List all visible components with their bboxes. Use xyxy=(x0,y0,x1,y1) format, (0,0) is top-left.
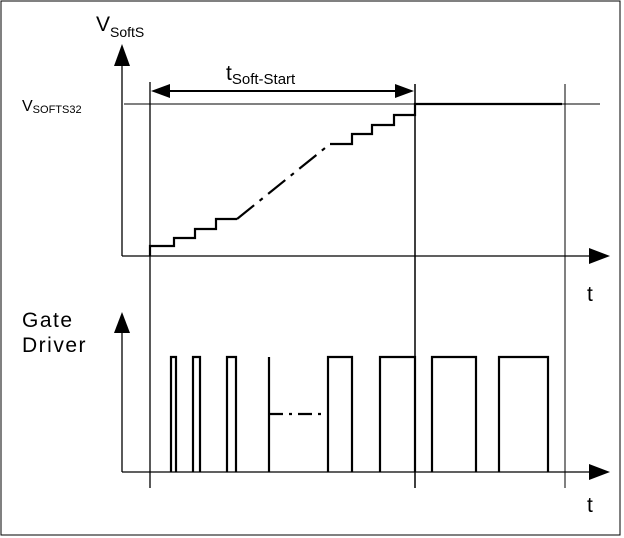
gate-pulse xyxy=(378,355,417,472)
top-x-axis-label: t xyxy=(587,283,593,306)
duration-arrow-left-head xyxy=(151,84,170,98)
gate-pulse xyxy=(169,355,178,472)
gate-pulse xyxy=(497,355,550,472)
bottom-y-axis-label-line1: Gate xyxy=(22,309,74,332)
softs-ramp-dashdot xyxy=(236,143,331,220)
soft-start-duration-label: tSoft-Start xyxy=(226,62,296,88)
bottom-y-axis-arrow xyxy=(114,312,130,333)
gate-pulse xyxy=(326,355,354,472)
gate-pulse xyxy=(225,355,238,472)
gate-driver-pulses xyxy=(169,355,550,472)
softs-staircase-end xyxy=(330,102,562,146)
bottom-y-axis-label-line2: Driver xyxy=(22,334,87,357)
bottom-x-axis-label: t xyxy=(587,494,593,517)
top-y-axis-label: VSoftS xyxy=(96,13,144,40)
bottom-x-axis-arrow xyxy=(589,464,610,480)
duration-arrow-right-head xyxy=(395,84,414,98)
top-y-axis-arrow xyxy=(114,44,130,66)
softs-staircase-start xyxy=(148,217,237,256)
top-x-axis-arrow xyxy=(589,248,610,264)
gate-pulse xyxy=(430,355,478,472)
softs32-level-label: VSOFTS32 xyxy=(22,98,82,116)
gate-pulse xyxy=(191,355,202,472)
